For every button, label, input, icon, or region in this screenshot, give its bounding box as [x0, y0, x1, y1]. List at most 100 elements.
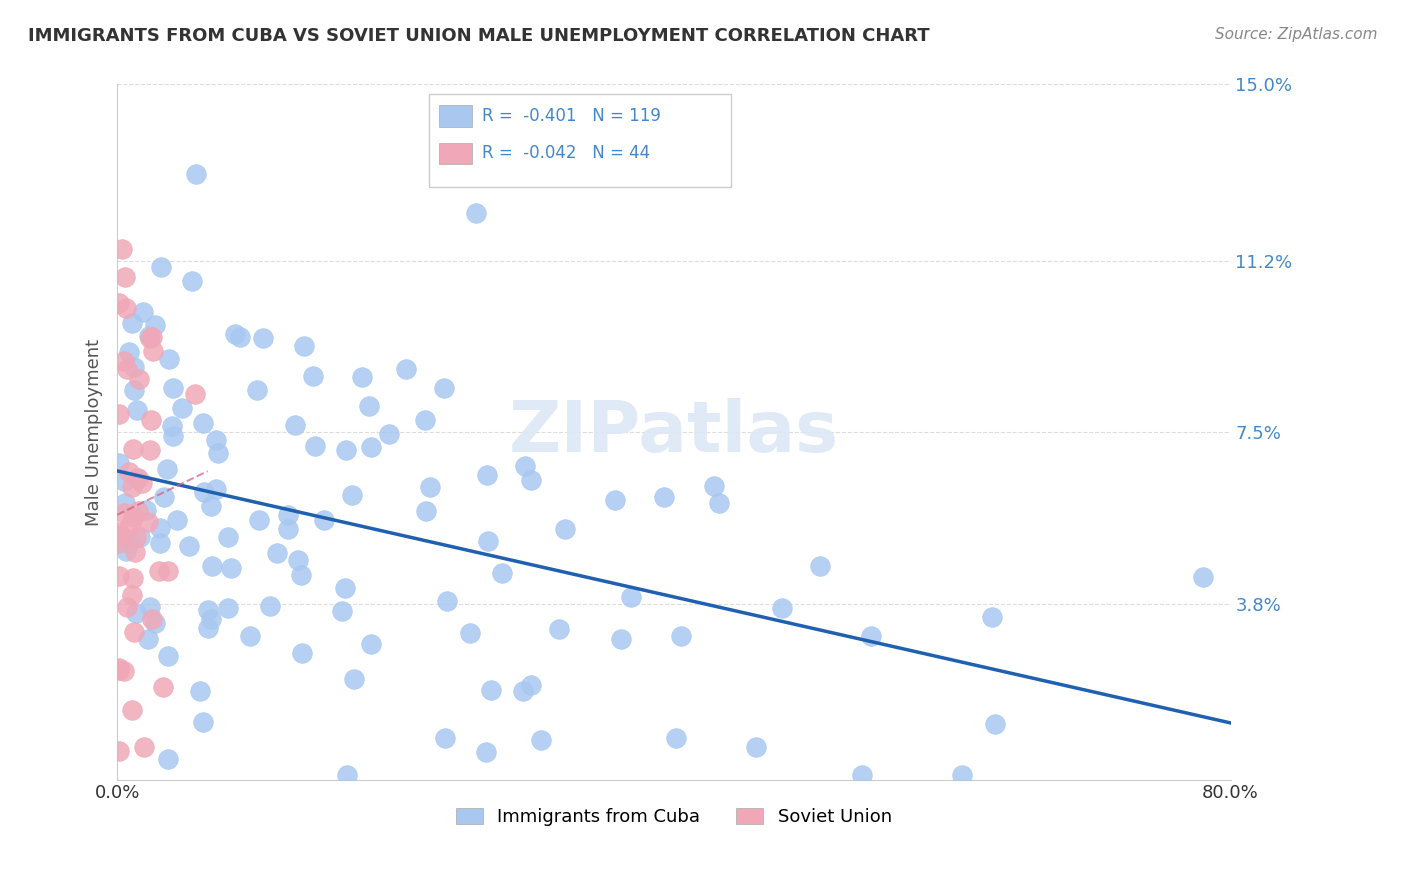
Point [107, 536, 129, 550]
Point [197, 603, 219, 617]
Point [204, 433, 226, 447]
Point [131, 476, 153, 491]
Point [284, 418, 307, 433]
Point [277, 508, 299, 522]
Point [188, 684, 211, 698]
Point [121, 588, 143, 602]
Point [360, 440, 382, 454]
Point [172, 401, 194, 415]
Point [221, 560, 243, 574]
Point [950, 768, 973, 782]
Point [671, 629, 693, 643]
Point [118, 345, 141, 359]
Point [266, 546, 288, 560]
Point [122, 509, 145, 524]
Point [335, 443, 357, 458]
Point [200, 612, 222, 626]
Point [122, 442, 145, 456]
Point [419, 480, 441, 494]
Point [107, 456, 129, 470]
Point [135, 502, 157, 516]
Point [529, 733, 551, 747]
Point [378, 427, 401, 442]
Point [107, 744, 129, 758]
Point [122, 383, 145, 397]
Point [149, 521, 172, 535]
Point [343, 672, 366, 686]
Point [139, 442, 162, 457]
Point [139, 331, 162, 345]
Point [120, 518, 142, 533]
Point [177, 539, 200, 553]
Point [312, 513, 335, 527]
Point [125, 402, 148, 417]
Point [665, 731, 688, 745]
Point [247, 513, 270, 527]
Point [139, 599, 162, 614]
Point [124, 545, 146, 559]
Point [138, 328, 160, 343]
Point [224, 327, 246, 342]
Point [181, 274, 204, 288]
Point [186, 167, 208, 181]
Point [132, 304, 155, 318]
Point [112, 665, 135, 679]
Point [238, 629, 260, 643]
Y-axis label: Male Unemployment: Male Unemployment [86, 338, 103, 525]
Point [141, 612, 163, 626]
Point [111, 242, 134, 256]
Point [108, 525, 131, 540]
Point [652, 490, 675, 504]
Point [548, 622, 571, 636]
Point [108, 407, 131, 421]
Point [201, 558, 224, 573]
Point [136, 632, 159, 646]
Point [513, 458, 536, 473]
Point [512, 684, 534, 698]
Point [336, 768, 359, 782]
Point [464, 205, 486, 219]
Point [475, 467, 498, 482]
Point [204, 482, 226, 496]
Point [191, 416, 214, 430]
Point [984, 717, 1007, 731]
Point [156, 462, 179, 476]
Point [477, 533, 499, 548]
Point [148, 564, 170, 578]
Point [287, 553, 309, 567]
Point [433, 731, 456, 746]
Point [149, 535, 172, 549]
Point [436, 594, 458, 608]
Point [112, 506, 135, 520]
Point [350, 369, 373, 384]
Point [125, 530, 148, 544]
Point [157, 565, 180, 579]
Point [150, 260, 173, 274]
Point [127, 504, 149, 518]
Point [207, 446, 229, 460]
Point [141, 330, 163, 344]
Point [519, 678, 541, 692]
Point [413, 412, 436, 426]
Point [157, 351, 180, 366]
Point [193, 484, 215, 499]
Point [491, 566, 513, 581]
Point [277, 522, 299, 536]
Point [139, 413, 162, 427]
Point [415, 504, 437, 518]
Point [127, 471, 149, 485]
Point [360, 637, 382, 651]
Point [121, 480, 143, 494]
Point [860, 629, 883, 643]
Point [134, 740, 156, 755]
Point [128, 372, 150, 386]
Point [125, 607, 148, 621]
Point [433, 381, 456, 395]
Point [475, 746, 498, 760]
Point [162, 429, 184, 443]
Point [1192, 569, 1215, 583]
Point [118, 465, 141, 479]
Point [115, 361, 138, 376]
Point [153, 490, 176, 504]
Point [107, 663, 129, 677]
